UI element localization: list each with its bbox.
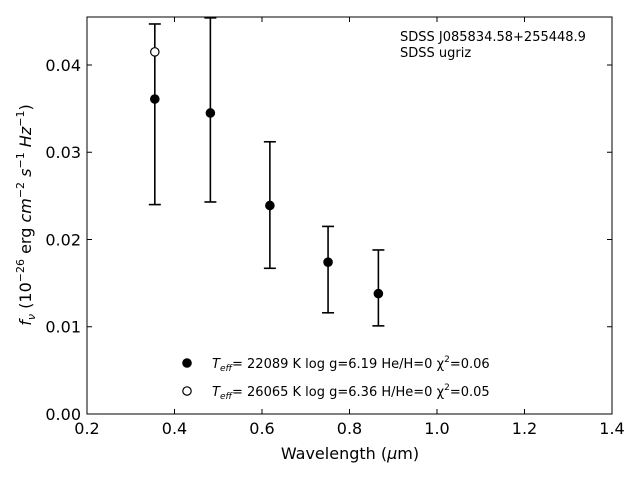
y-tick-label: 0.02 (45, 230, 81, 249)
legend-label: Teff= 22089 K log g=6.19 He/H=0 χ2=0.06 (212, 355, 490, 374)
annotation: SDSS J085834.58+255448.9 SDSS ugriz (400, 30, 586, 61)
y-tick-label: 0.04 (45, 56, 81, 75)
x-tick-label: 0.8 (337, 419, 362, 438)
axis-ticks: 0.2 0.4 0.6 0.8 1.0 1.2 1.4 0.00 0.01 0.02 0.03 0.0… (45, 17, 625, 438)
x-tick-label: 0.4 (162, 419, 187, 438)
x-tick-label: 1.2 (512, 419, 537, 438)
point-filled (150, 94, 160, 104)
legend-label: Teff= 26065 K log g=6.36 H/He=0 χ2=0.05 (212, 383, 490, 402)
y-tick-label: 0.03 (45, 143, 81, 162)
data-points (150, 47, 384, 299)
error-bars (148, 17, 385, 327)
y-tick-label: 0.00 (45, 405, 81, 424)
point-filled (323, 257, 333, 267)
plot-frame (86, 16, 613, 415)
legend-marker (182, 358, 192, 368)
x-axis-label: Wavelength (μm) (281, 444, 419, 463)
legend: Teff= 22089 K log g=6.19 He/H=0 χ2=0.06 T… (182, 355, 490, 402)
x-tick-label: 1.0 (424, 419, 449, 438)
point-filled (205, 108, 216, 118)
y-tick-label: 0.01 (45, 318, 81, 337)
annotation-line-2: SDSS ugriz (400, 46, 471, 61)
x-tick-label: 1.4 (599, 419, 624, 438)
x-tick-label: 0.2 (74, 419, 99, 438)
legend-marker (182, 386, 192, 396)
point-filled (265, 200, 275, 211)
point-open (150, 47, 160, 57)
annotation-line-1: SDSS J085834.58+255448.9 (400, 30, 586, 45)
x-tick-label: 0.6 (249, 419, 274, 438)
y-axis-label: fν (10−26 erg cm−2 s−1 Hz−1) (14, 104, 38, 325)
point-filled (373, 288, 384, 299)
